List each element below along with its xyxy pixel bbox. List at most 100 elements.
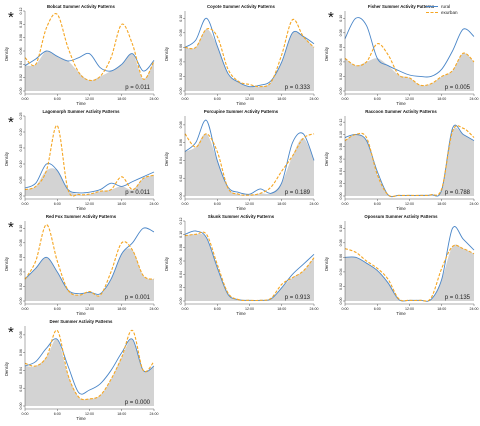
x-tick-label: 18:00 <box>277 202 286 206</box>
y-tick-label: 0.06 <box>179 139 183 146</box>
x-axis-label: Time <box>76 416 86 421</box>
y-tick-label: 0.08 <box>19 331 23 338</box>
x-tick-label: 18:00 <box>117 97 126 101</box>
activity-panel: Raccoon Summer Activity Patterns 0:00 6:00… <box>323 108 479 212</box>
y-tick-label: 0.00 <box>179 298 183 305</box>
y-tick-label: 0.04 <box>339 58 343 65</box>
panel-title: Skunk Summer Activity Patterns <box>207 214 275 219</box>
y-tick-label: 0.10 <box>19 161 23 168</box>
y-tick-label: 0.10 <box>179 231 183 238</box>
x-tick-label: 0:00 <box>22 307 29 311</box>
series-line-rural <box>184 17 315 88</box>
x-tick-label: 0:00 <box>342 307 349 311</box>
overlap-area <box>185 29 314 91</box>
y-tick-label: 0.10 <box>339 225 343 232</box>
y-tick-label: 0.00 <box>19 298 23 305</box>
overlap-area <box>345 53 474 91</box>
x-axis-label: Time <box>76 311 86 316</box>
x-tick-label: 18:00 <box>117 412 126 416</box>
overlap-area <box>185 234 314 301</box>
panel-plot: 0:00 6:00 12:00 18:00 24:00 0.00 0.02 0.04 0.06 0… <box>328 9 479 101</box>
p-value-label: p = 0.135 <box>445 295 471 301</box>
y-tick-label: 0.00 <box>339 88 343 95</box>
y-tick-label: 0.12 <box>339 119 343 126</box>
y-axis-label: Density <box>324 257 329 271</box>
y-tick-label: 0.08 <box>179 244 183 251</box>
y-tick-label: 0.00 <box>179 88 183 95</box>
p-value-label: p = 0.011 <box>125 85 150 91</box>
y-tick-label: 0.10 <box>339 131 343 138</box>
significance-asterisk: * <box>8 219 14 236</box>
x-tick-label: 18:00 <box>437 307 446 311</box>
y-tick-label: 0.04 <box>339 268 343 275</box>
series-line-rural <box>344 17 475 78</box>
y-tick-label: 0.10 <box>179 15 183 22</box>
panel-plot: 0:00 6:00 12:00 18:00 24:00 0.00 0.02 0.04 0.06 0… <box>339 116 479 206</box>
y-tick-label: 0.02 <box>339 180 343 187</box>
x-tick-label: 6:00 <box>54 202 61 206</box>
p-value-label: p = 0.005 <box>445 85 471 91</box>
y-tick-label: 0.08 <box>179 29 183 36</box>
activity-panel: Deer Summer Activity Patterns 0:00 6:00 12:… <box>3 318 159 422</box>
y-tick-label: 0.02 <box>179 284 183 291</box>
y-tick-label: 0.04 <box>339 168 343 175</box>
x-tick-label: 6:00 <box>374 97 381 101</box>
overlap-area <box>25 338 154 406</box>
y-tick-label: 0.00 <box>339 193 343 200</box>
x-axis-label: Time <box>236 101 246 106</box>
panel-title: Lagomorph Summer Activity Patterns <box>42 109 120 114</box>
activity-panel: Red Fox Summer Activity Patterns 0:00 6:00… <box>3 213 159 317</box>
series-line-exurban <box>344 43 475 87</box>
y-tick-label: 0.00 <box>179 193 183 200</box>
x-axis-label: Time <box>396 206 406 211</box>
legend-label-rural: rural <box>441 3 451 9</box>
x-tick-label: 12:00 <box>85 202 94 206</box>
panel-plot: 0:00 6:00 12:00 18:00 24:00 0.00 0.02 0.04 0.06 0… <box>8 324 159 416</box>
p-value-label: p = 0.788 <box>445 190 471 196</box>
series-line-rural <box>24 50 155 72</box>
y-tick-label: 0.04 <box>179 58 183 65</box>
x-tick-label: 6:00 <box>54 97 61 101</box>
x-tick-label: 6:00 <box>374 307 381 311</box>
x-tick-label: 0:00 <box>182 307 189 311</box>
y-tick-label: 0.08 <box>19 34 23 41</box>
y-tick-label: 0.06 <box>19 349 23 356</box>
p-value-label: p = 0.913 <box>285 295 311 301</box>
panel-title: Porcupine Summer Activity Patterns <box>203 109 279 114</box>
x-tick-label: 6:00 <box>54 307 61 311</box>
y-tick-label: 0.08 <box>339 239 343 246</box>
x-tick-label: 18:00 <box>277 307 286 311</box>
y-tick-label: 0.02 <box>19 385 23 392</box>
series-line-exurban <box>184 133 315 196</box>
legend-item-rural: rural <box>426 3 476 9</box>
y-axis-label: Density <box>164 152 169 166</box>
y-axis-label: Density <box>324 152 329 166</box>
x-tick-label: 24:00 <box>310 202 319 206</box>
x-tick-label: 12:00 <box>245 307 254 311</box>
series-line-exurban <box>24 125 155 197</box>
y-tick-label: 0.10 <box>339 15 343 22</box>
panel-plot: 0:00 6:00 12:00 18:00 24:00 0.00 0.02 0.04 0.06 0… <box>179 11 319 101</box>
x-tick-label: 12:00 <box>245 202 254 206</box>
y-axis-label: Density <box>164 257 169 271</box>
x-tick-label: 12:00 <box>405 307 414 311</box>
series-line-rural <box>344 226 475 302</box>
x-tick-label: 6:00 <box>374 202 381 206</box>
x-tick-label: 24:00 <box>470 97 479 101</box>
y-tick-label: 0.04 <box>19 367 23 374</box>
x-tick-label: 6:00 <box>214 202 221 206</box>
x-tick-label: 12:00 <box>85 307 94 311</box>
y-tick-label: 0.08 <box>339 143 343 150</box>
panel-title: Fisher Summer Activity Patterns <box>367 4 435 9</box>
legend-label-exurban: exurban <box>441 9 458 15</box>
activity-panel: Opossum Summer Activity Patterns 0:00 6:00… <box>323 213 479 317</box>
x-tick-label: 24:00 <box>310 97 319 101</box>
series-line-exurban <box>24 224 155 297</box>
y-tick-label: 0.05 <box>19 177 23 184</box>
y-axis-label: Density <box>324 47 329 61</box>
activity-panel: Porcupine Summer Activity Patterns 0:00 6:… <box>163 108 319 212</box>
y-tick-label: 0.06 <box>179 44 183 51</box>
series-line-exurban <box>344 125 475 198</box>
series-line-rural <box>24 338 155 395</box>
y-tick-label: 0.04 <box>179 157 183 164</box>
